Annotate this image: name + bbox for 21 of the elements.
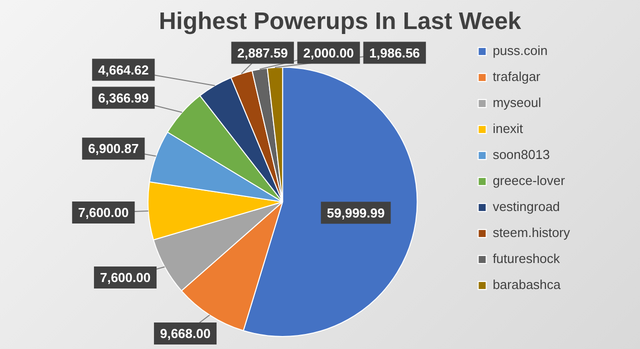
legend-label: barabashca	[492, 277, 562, 292]
legend-label: puss.coin	[492, 43, 548, 58]
data-label: 9,668.00	[160, 326, 211, 342]
legend-label: futureshock	[492, 251, 560, 266]
legend-label: soon8013	[492, 147, 550, 162]
data-label: 4,664.62	[98, 62, 149, 78]
chart-title: Highest Powerups In Last Week	[158, 8, 522, 36]
data-label: 59,999.99	[326, 205, 385, 220]
data-label: 6,366.99	[98, 90, 149, 106]
data-label: 7,600.00	[78, 205, 129, 220]
legend-label: steem.history	[492, 225, 570, 240]
data-label: 6,900.87	[88, 141, 139, 156]
data-label: 1,986.56	[369, 45, 420, 60]
legend-label: inexit	[492, 121, 524, 136]
legend-label: vestingroad	[492, 199, 560, 214]
data-label: 2,000.00	[303, 45, 354, 60]
legend-label: trafalgar	[492, 69, 542, 84]
legend-label: greece-lover	[492, 173, 566, 188]
data-label: 7,600.00	[100, 270, 151, 286]
data-label: 2,887.59	[237, 45, 288, 60]
legend-label: myseoul	[492, 95, 542, 110]
